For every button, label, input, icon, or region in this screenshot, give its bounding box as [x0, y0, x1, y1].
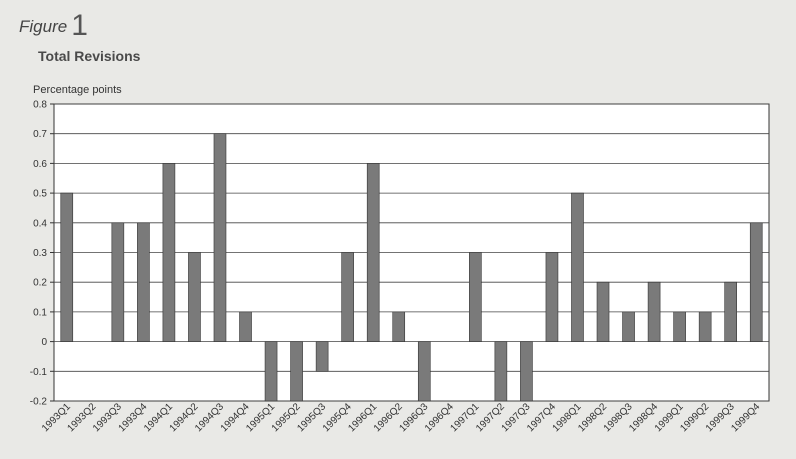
bar-1994Q3 — [213, 133, 227, 342]
bar-1995Q4 — [341, 252, 354, 342]
y-tick-label: -0.2 — [30, 397, 48, 408]
bar-1998Q4 — [647, 281, 661, 342]
bar-1995Q2 — [290, 341, 303, 402]
bar-1993Q1 — [60, 192, 74, 342]
bar-1996Q1 — [366, 163, 380, 342]
bar-1995Q3 — [315, 341, 329, 372]
y-tick-label: 0.4 — [33, 218, 47, 229]
figure-label-text: Figure — [19, 17, 68, 36]
y-axis-label: Percentage points — [33, 84, 122, 96]
y-tick-label: 0.7 — [33, 129, 47, 140]
bar-1996Q3 — [417, 341, 431, 402]
y-tick-label: 0.1 — [33, 307, 47, 318]
bar-1997Q1 — [469, 252, 482, 342]
figure-label: Figure 1 — [19, 6, 88, 42]
bar-1996Q2 — [392, 311, 406, 342]
bar-1994Q1 — [162, 163, 176, 342]
bar-1998Q3 — [622, 311, 635, 342]
bar-1993Q4 — [137, 222, 150, 342]
y-tick-label: -0.1 — [30, 367, 48, 378]
bar-1994Q4 — [239, 311, 252, 342]
bar-1999Q3 — [724, 281, 737, 342]
y-tick-label: 0.3 — [33, 248, 47, 259]
x-tick-label: 1999Q4 — [729, 401, 762, 434]
bar-1998Q2 — [596, 281, 610, 342]
bar-1995Q1 — [264, 341, 278, 402]
chart-title: Total Revisions — [38, 48, 141, 64]
y-tick-label: 0.6 — [33, 159, 47, 170]
bar-1994Q2 — [188, 252, 201, 342]
bar-1999Q2 — [698, 311, 712, 342]
bar-1999Q1 — [673, 311, 686, 342]
y-tick-label: 0.2 — [33, 278, 47, 289]
bar-1998Q1 — [571, 192, 584, 342]
y-tick-label: 0.5 — [33, 189, 47, 200]
bar-1999Q4 — [749, 222, 763, 342]
y-tick-label: 0 — [41, 337, 47, 348]
bar-1997Q2 — [494, 341, 508, 402]
bar-1997Q4 — [545, 252, 559, 342]
bar-1997Q3 — [520, 341, 533, 402]
y-tick-label: 0.8 — [33, 100, 47, 111]
figure-number: 1 — [71, 9, 88, 42]
bar-1993Q3 — [111, 222, 125, 342]
